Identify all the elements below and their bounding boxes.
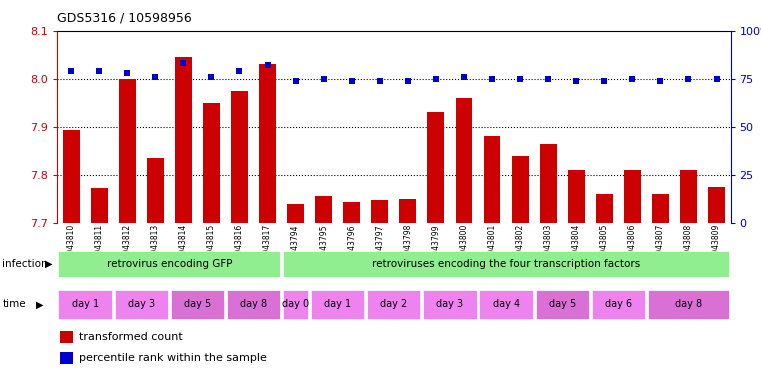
Text: day 1: day 1 <box>324 299 352 310</box>
Bar <box>311 290 365 319</box>
Point <box>234 68 246 74</box>
Point <box>205 74 218 80</box>
Bar <box>652 194 669 223</box>
Bar <box>423 290 476 319</box>
Point <box>458 74 470 80</box>
Bar <box>59 290 112 319</box>
Point <box>374 78 386 84</box>
Point <box>93 68 105 74</box>
Text: ▶: ▶ <box>45 259 53 269</box>
Text: day 5: day 5 <box>183 299 211 310</box>
Point <box>654 78 667 84</box>
Point <box>262 62 274 68</box>
Text: day 8: day 8 <box>675 299 702 310</box>
Text: GDS5316 / 10598956: GDS5316 / 10598956 <box>57 12 192 25</box>
Point <box>570 78 582 84</box>
Bar <box>147 158 164 223</box>
Point <box>289 78 301 84</box>
Point <box>626 76 638 82</box>
Point <box>345 78 358 84</box>
Bar <box>227 290 280 319</box>
Bar <box>456 98 473 223</box>
Bar <box>680 170 697 223</box>
Bar <box>648 290 729 319</box>
Text: day 8: day 8 <box>240 299 267 310</box>
Bar <box>624 170 641 223</box>
Text: day 3: day 3 <box>128 299 154 310</box>
Point <box>149 74 161 80</box>
Bar <box>596 194 613 223</box>
Bar <box>708 187 725 223</box>
Text: day 0: day 0 <box>282 299 309 310</box>
Point <box>711 76 723 82</box>
Bar <box>91 188 107 223</box>
Text: percentile rank within the sample: percentile rank within the sample <box>78 353 266 362</box>
Bar <box>428 112 444 223</box>
Bar <box>367 290 421 319</box>
Bar <box>203 103 220 223</box>
Bar <box>119 79 135 223</box>
Bar <box>371 200 388 223</box>
Bar <box>479 290 533 319</box>
Text: day 2: day 2 <box>380 299 407 310</box>
Bar <box>60 331 72 343</box>
Point <box>486 76 498 82</box>
Bar <box>287 204 304 223</box>
Point <box>402 78 414 84</box>
Point <box>430 76 442 82</box>
Point <box>598 78 610 84</box>
Point <box>65 68 77 74</box>
Bar <box>170 290 224 319</box>
Text: retrovirus encoding GFP: retrovirus encoding GFP <box>107 259 232 269</box>
Bar <box>540 144 556 223</box>
Bar <box>315 196 332 223</box>
Bar <box>283 290 308 319</box>
Bar <box>283 251 729 277</box>
Bar <box>62 130 79 223</box>
Text: day 6: day 6 <box>605 299 632 310</box>
Point <box>514 76 526 82</box>
Bar <box>60 352 72 364</box>
Text: day 3: day 3 <box>436 299 463 310</box>
Bar <box>536 290 589 319</box>
Bar <box>59 251 280 277</box>
Text: time: time <box>2 299 26 310</box>
Point <box>542 76 554 82</box>
Bar <box>483 136 501 223</box>
Bar <box>591 290 645 319</box>
Bar <box>343 202 360 223</box>
Text: transformed count: transformed count <box>78 333 183 343</box>
Bar <box>511 156 528 223</box>
Text: day 5: day 5 <box>549 299 576 310</box>
Point <box>683 76 695 82</box>
Point <box>121 70 133 76</box>
Text: day 1: day 1 <box>72 299 99 310</box>
Point <box>317 76 330 82</box>
Text: retroviruses encoding the four transcription factors: retroviruses encoding the four transcrip… <box>372 259 640 269</box>
Bar <box>231 91 248 223</box>
Text: day 4: day 4 <box>492 299 520 310</box>
Bar <box>175 57 192 223</box>
Text: infection: infection <box>2 259 48 269</box>
Bar <box>259 64 276 223</box>
Bar <box>568 170 584 223</box>
Point <box>177 60 189 66</box>
Bar <box>400 199 416 223</box>
Text: ▶: ▶ <box>36 299 43 310</box>
Bar <box>115 290 168 319</box>
